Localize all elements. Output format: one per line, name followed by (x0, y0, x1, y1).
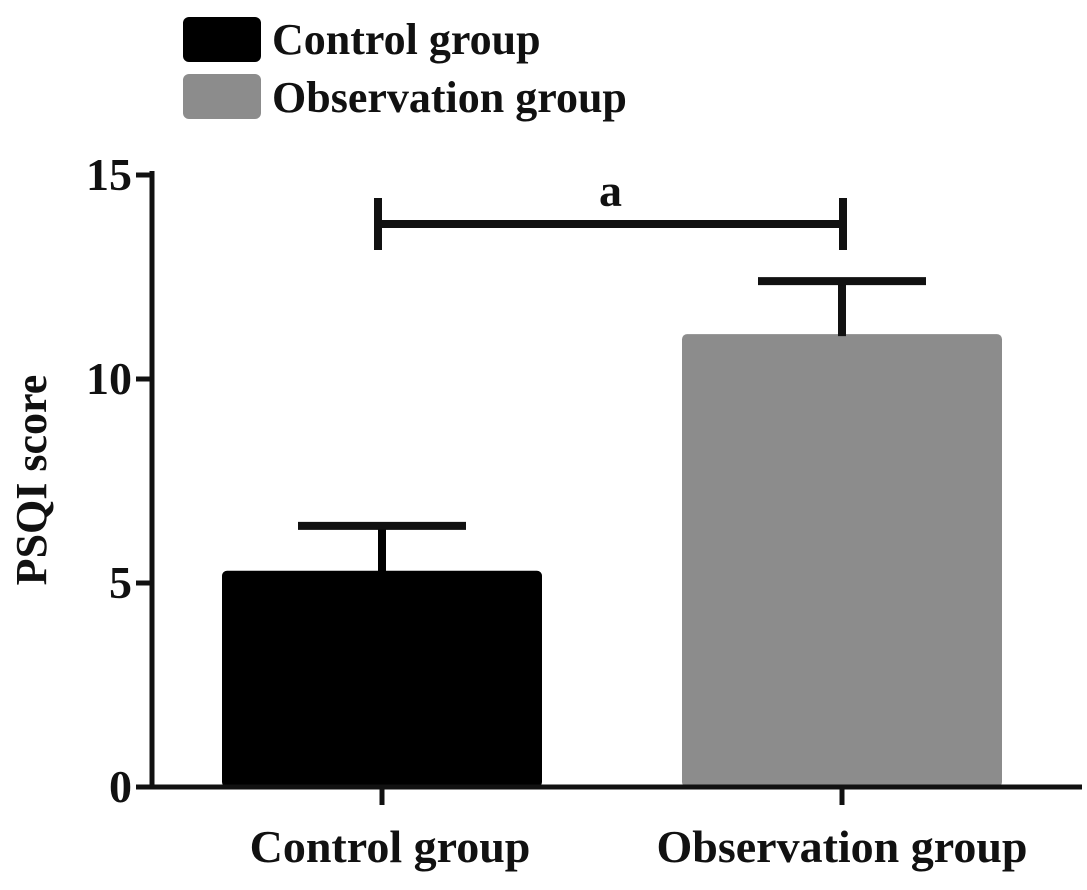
x-tick-label-observation: Observation group (656, 821, 1027, 872)
plot-area: 0 5 10 15 Control group Observation group a (86, 149, 1082, 872)
y-tick-label-15: 15 (86, 149, 132, 200)
y-tick-label-5: 5 (109, 557, 132, 608)
y-tick-label-0: 0 (109, 761, 132, 812)
significance-label: a (599, 165, 622, 216)
x-tick-label-control: Control group (250, 821, 531, 872)
legend: Control group Observation group (183, 15, 627, 122)
legend-label-observation: Observation group (272, 73, 627, 122)
y-axis-title: PSQI score (7, 375, 56, 586)
bar-observation (682, 334, 1002, 787)
legend-label-control: Control group (272, 15, 541, 64)
legend-swatch-observation (183, 74, 261, 119)
legend-swatch-control (183, 17, 261, 62)
y-tick-label-10: 10 (86, 353, 132, 404)
bar-control (222, 570, 542, 787)
